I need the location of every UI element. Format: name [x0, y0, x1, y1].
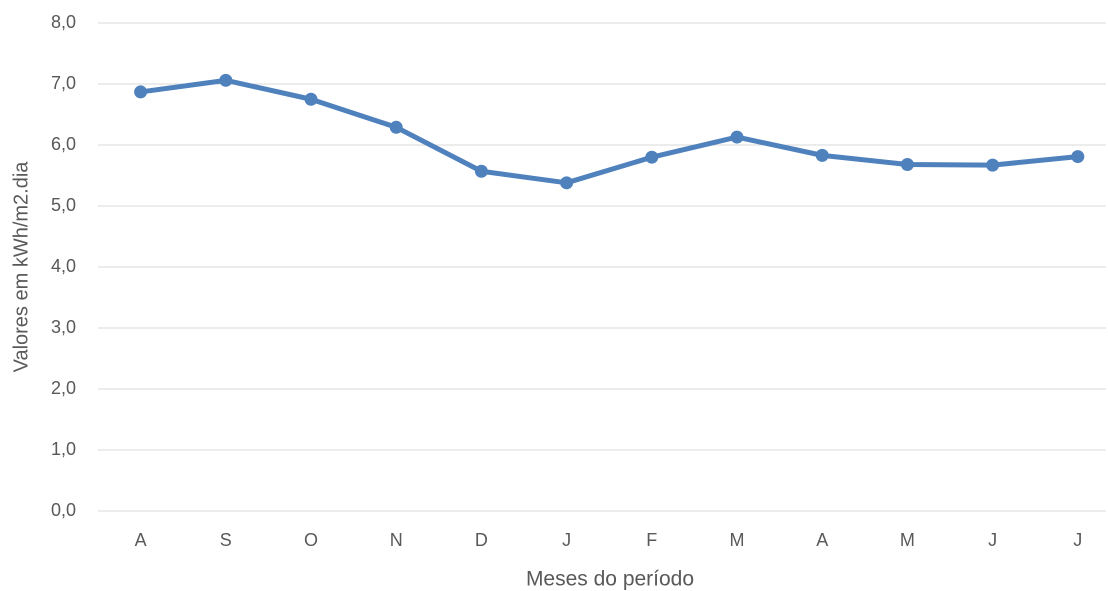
marker — [560, 176, 574, 190]
marker — [219, 73, 233, 87]
marker — [645, 150, 659, 164]
x-tick-label: N — [390, 530, 403, 550]
x-tick-label: A — [135, 530, 147, 550]
x-tick-label: J — [562, 530, 571, 550]
y-tick-label: 2,0 — [51, 378, 76, 398]
marker — [900, 158, 914, 172]
y-axis-label: Valores em kWh/m2.dia — [10, 161, 32, 373]
marker — [730, 130, 744, 144]
line — [140, 77, 1079, 186]
y-tick-label: 4,0 — [51, 256, 76, 276]
y-tick-label: 1,0 — [51, 439, 76, 459]
marker — [304, 92, 318, 106]
x-tick-label: J — [1073, 530, 1082, 550]
y-tick-label: 7,0 — [51, 73, 76, 93]
y-tick-label: 3,0 — [51, 317, 76, 337]
marker — [389, 120, 403, 134]
x-tick-label: M — [900, 530, 915, 550]
x-tick-label: S — [220, 530, 232, 550]
marker — [474, 164, 488, 178]
x-tick-label: J — [988, 530, 997, 550]
x-axis-label: Meses do período — [526, 568, 694, 591]
marker — [815, 148, 829, 162]
x-tick-label: A — [816, 530, 828, 550]
x-tick-label: M — [730, 530, 745, 550]
y-tick-label: 0,0 — [51, 500, 76, 520]
marker — [134, 85, 148, 99]
x-tick-label: O — [304, 530, 318, 550]
marker — [986, 158, 1000, 172]
x-tick-label: D — [475, 530, 488, 550]
y-tick-label: 5,0 — [51, 195, 76, 215]
y-tick-label: 8,0 — [51, 12, 76, 32]
y-tick-label: 6,0 — [51, 134, 76, 154]
marker — [1071, 150, 1085, 164]
x-tick-label: F — [646, 530, 657, 550]
